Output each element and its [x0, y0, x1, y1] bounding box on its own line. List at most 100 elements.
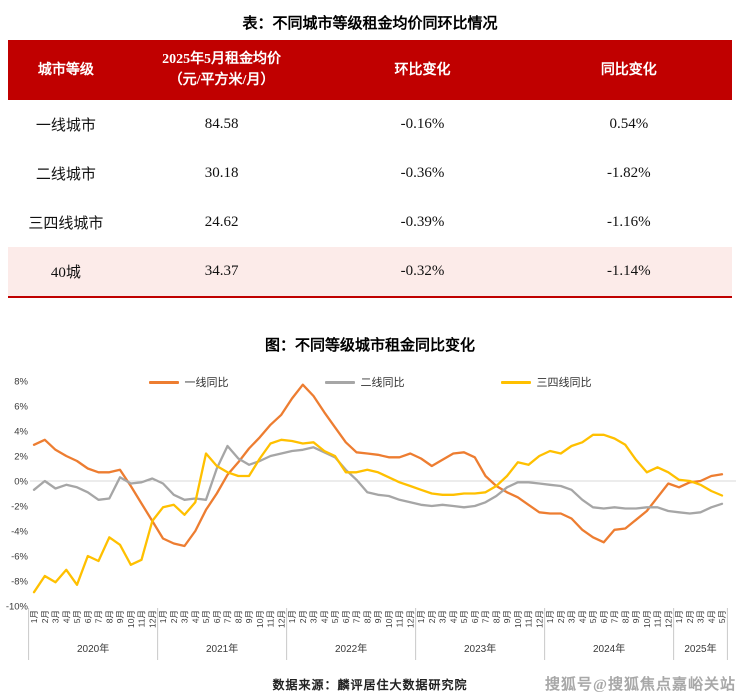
- svg-text:11月: 11月: [395, 610, 405, 627]
- svg-text:12月: 12月: [276, 610, 286, 628]
- svg-text:3月: 3月: [180, 610, 190, 623]
- svg-text:1月: 1月: [158, 610, 168, 623]
- svg-text:4%: 4%: [14, 427, 28, 438]
- svg-text:6%: 6%: [14, 402, 28, 413]
- line-chart-svg: 8% 6% 4% 2% 0% -2% -4% -6% -8% -10% 2020年 2021年 2022…: [6, 377, 736, 660]
- svg-text:7月: 7月: [481, 610, 491, 623]
- svg-text:2023年: 2023年: [464, 642, 496, 655]
- svg-text:-6%: -6%: [11, 552, 28, 563]
- svg-text:2月: 2月: [40, 610, 50, 623]
- svg-text:10月: 10月: [126, 610, 136, 628]
- cell-yoy: 0.54%: [525, 100, 732, 149]
- svg-text:3月: 3月: [567, 610, 577, 623]
- cell-yoy: -1.16%: [525, 198, 732, 247]
- table-row-tier2: 二线城市 30.18 -0.36% -1.82%: [8, 149, 732, 198]
- svg-text:-4%: -4%: [11, 527, 28, 538]
- svg-text:-10%: -10%: [6, 602, 29, 613]
- svg-text:8月: 8月: [620, 610, 630, 623]
- svg-text:1月: 1月: [416, 610, 426, 623]
- svg-text:10月: 10月: [513, 610, 523, 628]
- cell-tier: 一线城市: [8, 100, 124, 149]
- cell-mom: -0.39%: [319, 198, 526, 247]
- line-chart-area: 8% 6% 4% 2% 0% -2% -4% -6% -8% -10% 2020年 2021年 2022…: [0, 354, 740, 666]
- svg-text:2021年: 2021年: [206, 642, 238, 655]
- svg-text:1月: 1月: [545, 610, 555, 623]
- svg-text:-8%: -8%: [11, 577, 28, 588]
- table-row-tier34: 三四线城市 24.62 -0.39% -1.16%: [8, 198, 732, 247]
- svg-text:6月: 6月: [83, 610, 93, 623]
- cell-yoy: -1.82%: [525, 149, 732, 198]
- svg-text:8月: 8月: [104, 610, 114, 623]
- cell-price: 30.18: [123, 149, 320, 198]
- svg-text:4月: 4月: [190, 610, 200, 623]
- svg-text:5月: 5月: [717, 610, 727, 623]
- svg-text:12月: 12月: [405, 610, 415, 628]
- svg-text:10月: 10月: [642, 610, 652, 628]
- svg-text:11月: 11月: [266, 610, 276, 627]
- header-city-tier: 城市等级: [8, 40, 124, 100]
- svg-text:-2%: -2%: [11, 502, 28, 513]
- header-mom-change: 环比变化: [319, 40, 526, 100]
- svg-text:4月: 4月: [61, 610, 71, 623]
- svg-text:4月: 4月: [448, 610, 458, 623]
- header-yoy-change: 同比变化: [525, 40, 732, 100]
- svg-text:4月: 4月: [319, 610, 329, 623]
- cell-mom: -0.36%: [319, 149, 526, 198]
- svg-text:4月: 4月: [706, 610, 716, 623]
- svg-text:5月: 5月: [588, 610, 598, 623]
- svg-text:11月: 11月: [137, 610, 147, 627]
- svg-text:2020年: 2020年: [77, 642, 109, 655]
- table-row-tier1: 一线城市 84.58 -0.16% 0.54%: [8, 100, 732, 149]
- svg-text:2025年: 2025年: [684, 642, 716, 655]
- svg-text:1月: 1月: [287, 610, 297, 623]
- footer: 数据来源：麟评居住大数据研究院 搜狐号@搜狐焦点嘉峪关站: [0, 666, 740, 695]
- cell-mom: -0.32%: [319, 247, 526, 297]
- svg-text:9月: 9月: [115, 610, 125, 623]
- svg-text:12月: 12月: [147, 610, 157, 628]
- svg-text:5月: 5月: [459, 610, 469, 623]
- header-avg-rent: 2025年5月租金均价 （元/平方米/月）: [123, 40, 320, 100]
- svg-text:7月: 7月: [223, 610, 233, 623]
- cell-mom: -0.16%: [319, 100, 526, 149]
- svg-text:6月: 6月: [341, 610, 351, 623]
- svg-text:12月: 12月: [663, 610, 673, 628]
- svg-text:9月: 9月: [373, 610, 383, 623]
- data-source-text: 数据来源：麟评居住大数据研究院: [272, 677, 468, 692]
- svg-text:1月: 1月: [674, 610, 684, 623]
- table-header-row: 城市等级 2025年5月租金均价 （元/平方米/月） 环比变化 同比变化: [8, 40, 732, 100]
- svg-text:6月: 6月: [212, 610, 222, 623]
- rent-table: 城市等级 2025年5月租金均价 （元/平方米/月） 环比变化 同比变化 一线城…: [8, 40, 732, 298]
- cell-price: 34.37: [123, 247, 320, 297]
- svg-text:8月: 8月: [362, 610, 372, 623]
- cell-price: 24.62: [123, 198, 320, 247]
- svg-text:12月: 12月: [534, 610, 544, 628]
- svg-text:7月: 7月: [352, 610, 362, 623]
- svg-text:3月: 3月: [309, 610, 319, 623]
- svg-text:3月: 3月: [696, 610, 706, 623]
- watermark-text: 搜狐号@搜狐焦点嘉峪关站: [545, 677, 736, 693]
- svg-text:9月: 9月: [631, 610, 641, 623]
- cell-tier: 三四线城市: [8, 198, 124, 247]
- cell-tier: 二线城市: [8, 149, 124, 198]
- svg-text:8%: 8%: [14, 377, 28, 388]
- svg-text:7月: 7月: [610, 610, 620, 623]
- svg-text:3月: 3月: [51, 610, 61, 623]
- svg-text:6月: 6月: [470, 610, 480, 623]
- svg-text:6月: 6月: [599, 610, 609, 623]
- svg-text:5月: 5月: [201, 610, 211, 623]
- svg-text:7月: 7月: [94, 610, 104, 623]
- svg-text:2月: 2月: [556, 610, 566, 623]
- svg-text:2022年: 2022年: [335, 642, 367, 655]
- svg-text:4月: 4月: [577, 610, 587, 623]
- svg-text:11月: 11月: [524, 610, 534, 627]
- table-title: 表：不同城市等级租金均价同环比情况: [242, 16, 498, 32]
- cell-tier: 40城: [8, 247, 124, 297]
- svg-text:9月: 9月: [244, 610, 254, 623]
- svg-text:2月: 2月: [685, 610, 695, 623]
- svg-text:2%: 2%: [14, 452, 28, 463]
- svg-text:2月: 2月: [427, 610, 437, 623]
- cell-price: 84.58: [123, 100, 320, 149]
- svg-text:10月: 10月: [255, 610, 265, 628]
- svg-text:11月: 11月: [653, 610, 663, 627]
